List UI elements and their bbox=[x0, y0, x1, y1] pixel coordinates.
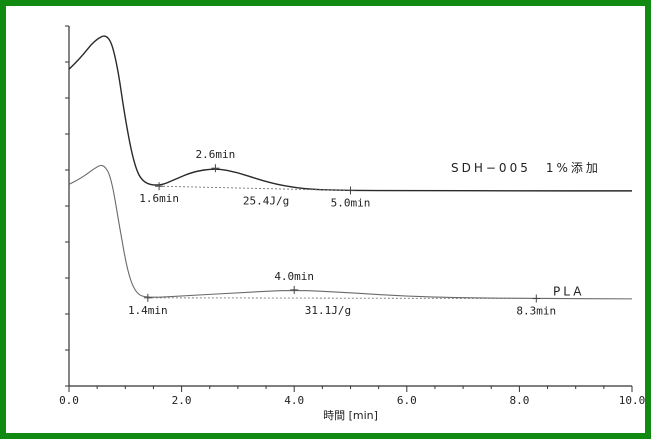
annotation-label: 25.4J/g bbox=[243, 194, 289, 207]
annotation-label: 4.0min bbox=[274, 270, 314, 283]
series-name-2: PLA bbox=[553, 284, 584, 298]
annotation-label: 5.0min bbox=[331, 197, 371, 210]
x-tick-label: 10.0 bbox=[619, 394, 645, 407]
x-tick-label: 2.0 bbox=[172, 394, 192, 407]
annotation-label: 1.6min bbox=[139, 192, 179, 205]
x-tick-label: 6.0 bbox=[397, 394, 417, 407]
series-name-1: SDH−005 1%添加 bbox=[451, 161, 601, 175]
x-tick-label: 0.0 bbox=[59, 394, 79, 407]
annotation-label: 8.3min bbox=[516, 305, 556, 318]
x-tick-label: 8.0 bbox=[509, 394, 529, 407]
baseline-2 bbox=[147, 297, 537, 299]
annotation-label: 2.6min bbox=[196, 148, 236, 161]
annotation-layer: SDH−005 1%添加 2.6min 1.6min 25.4J/g 5.0min PLA… bbox=[128, 148, 601, 318]
x-axis-label: 時間 [min] bbox=[323, 409, 378, 422]
axes: 0.0 2.0 4.0 6.0 8.0 10.0 bbox=[59, 25, 645, 407]
series-line-2 bbox=[68, 164, 633, 300]
annotation-label: 31.1J/g bbox=[305, 304, 351, 317]
dsc-chart: 0.0 2.0 4.0 6.0 8.0 10.0 SDH−005 1%添加 2.6min 1.… bbox=[59, 25, 645, 422]
x-tick-label: 4.0 bbox=[284, 394, 304, 407]
annotation-label: 1.4min bbox=[128, 304, 168, 317]
